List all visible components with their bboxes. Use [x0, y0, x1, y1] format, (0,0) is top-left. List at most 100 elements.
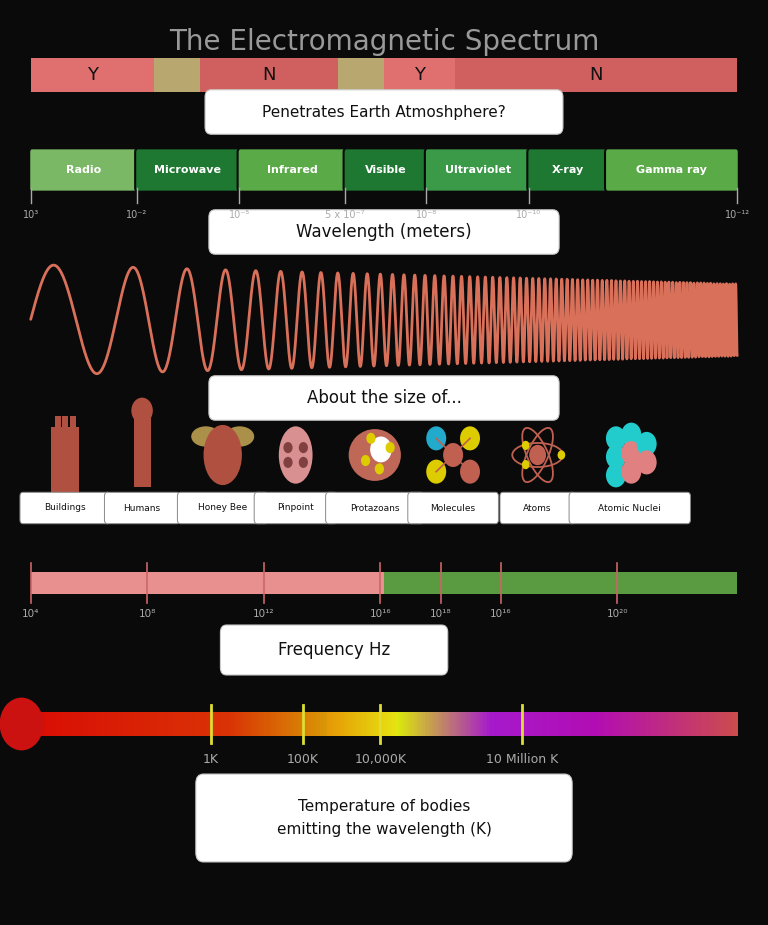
Bar	[86, 712, 88, 736]
Bar	[658, 712, 660, 736]
Bar	[511, 712, 513, 736]
Bar	[472, 712, 474, 736]
Bar	[117, 712, 119, 736]
Bar	[478, 712, 481, 736]
Bar	[568, 712, 570, 736]
Bar	[606, 712, 608, 736]
Bar	[645, 712, 647, 736]
Bar	[241, 712, 243, 736]
Bar	[480, 712, 482, 736]
Bar	[492, 712, 494, 736]
Bar	[644, 712, 646, 736]
Bar	[530, 712, 531, 736]
Bar	[305, 712, 307, 736]
Bar	[238, 712, 240, 736]
Bar	[125, 712, 127, 736]
Bar	[638, 712, 641, 736]
Bar	[539, 712, 541, 736]
Bar	[61, 712, 62, 736]
Bar	[392, 712, 395, 736]
Bar	[94, 712, 97, 736]
Bar	[296, 712, 299, 736]
Bar	[664, 712, 666, 736]
Bar	[647, 712, 649, 736]
FancyBboxPatch shape	[326, 492, 424, 524]
Bar	[209, 712, 211, 736]
Bar	[319, 712, 321, 736]
FancyBboxPatch shape	[528, 148, 608, 191]
Bar	[93, 712, 95, 736]
Bar	[503, 712, 505, 736]
Text: 10³: 10³	[22, 210, 39, 220]
Bar	[100, 712, 102, 736]
Bar	[79, 712, 81, 736]
Bar	[518, 712, 521, 736]
Bar	[184, 712, 186, 736]
Text: Humans: Humans	[124, 503, 161, 512]
Bar	[591, 712, 592, 736]
Bar	[507, 712, 509, 736]
Bar	[350, 712, 353, 736]
Bar	[643, 712, 645, 736]
Bar	[142, 712, 144, 736]
Circle shape	[0, 697, 44, 750]
Circle shape	[606, 445, 626, 469]
Bar	[207, 712, 210, 736]
Bar	[206, 712, 208, 736]
Bar	[414, 712, 415, 736]
Bar	[187, 712, 190, 736]
Bar	[115, 712, 118, 736]
Text: Frequency Hz: Frequency Hz	[278, 641, 390, 659]
FancyBboxPatch shape	[20, 492, 111, 524]
Bar	[702, 712, 704, 736]
Bar	[680, 712, 683, 736]
Bar	[81, 712, 84, 736]
Circle shape	[283, 442, 293, 453]
Bar	[265, 712, 267, 736]
Text: Y: Y	[87, 66, 98, 84]
Ellipse shape	[279, 426, 313, 484]
Bar	[448, 712, 450, 736]
Bar	[651, 712, 654, 736]
Bar	[113, 712, 115, 736]
Bar	[35, 712, 37, 736]
Bar	[278, 712, 280, 736]
Text: 10⁻⁸: 10⁻⁸	[415, 210, 437, 220]
Bar	[384, 58, 455, 92]
Bar	[175, 712, 177, 736]
Bar	[196, 712, 198, 736]
Bar	[473, 712, 475, 736]
Bar	[695, 712, 697, 736]
Bar	[148, 712, 151, 736]
Bar	[425, 712, 427, 736]
Bar	[532, 712, 535, 736]
Bar	[229, 712, 230, 736]
Bar	[38, 712, 40, 736]
Bar	[431, 712, 433, 736]
Bar	[483, 712, 485, 736]
Bar	[152, 712, 154, 736]
Bar	[429, 712, 432, 736]
Bar	[601, 712, 604, 736]
Bar	[453, 712, 455, 736]
Bar	[505, 712, 508, 736]
Bar	[44, 712, 45, 736]
Bar	[221, 712, 223, 736]
FancyBboxPatch shape	[177, 492, 268, 524]
Bar	[674, 712, 676, 736]
Bar	[107, 712, 109, 736]
Bar	[552, 712, 554, 736]
Bar	[51, 712, 53, 736]
Bar	[726, 712, 728, 736]
Bar	[353, 712, 355, 736]
Bar	[680, 712, 681, 736]
Bar	[325, 712, 327, 736]
Circle shape	[366, 433, 376, 444]
Bar	[723, 712, 725, 736]
Text: Ultraviolet: Ultraviolet	[445, 165, 511, 175]
Bar	[78, 712, 80, 736]
Bar	[216, 712, 218, 736]
Bar	[354, 712, 356, 736]
Bar	[724, 712, 727, 736]
Bar	[257, 712, 259, 736]
